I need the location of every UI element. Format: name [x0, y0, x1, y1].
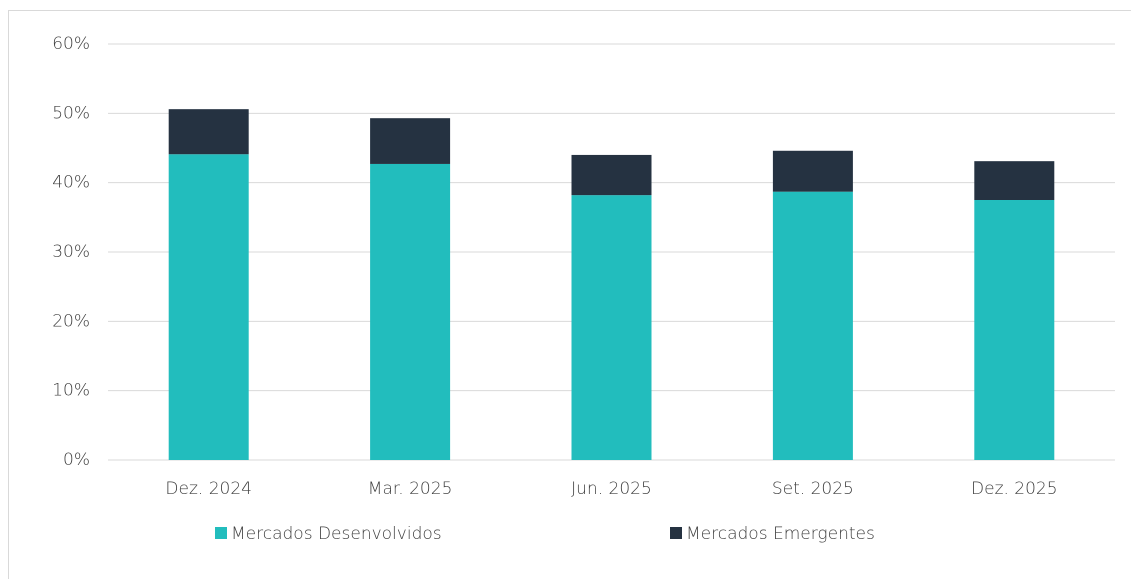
x-tick-label: Dez. 2025	[971, 479, 1058, 499]
x-tick-label: Dez. 2024	[165, 479, 252, 499]
y-tick-label: 40%	[52, 173, 90, 193]
bar-segment	[974, 200, 1055, 460]
bar-segment	[571, 154, 652, 196]
bar-segment	[571, 195, 652, 460]
legend-swatch	[215, 527, 227, 539]
bar-segment	[370, 118, 451, 164]
legend-label: Mercados Emergentes	[686, 524, 875, 544]
legend-swatch	[670, 527, 682, 539]
bar-segment	[168, 109, 249, 155]
y-tick-label: 30%	[52, 242, 90, 262]
bar-segment	[370, 163, 451, 461]
y-tick-label: 50%	[52, 103, 90, 123]
y-tick-label: 20%	[52, 311, 90, 331]
x-tick-label: Set. 2025	[772, 479, 854, 499]
chart-frame	[8, 10, 1131, 579]
y-tick-label: 10%	[52, 381, 90, 401]
bar-segment	[974, 161, 1055, 200]
x-tick-label: Mar. 2025	[368, 479, 453, 499]
bar-segment	[772, 150, 853, 192]
x-tick-label: Jun. 2025	[571, 479, 652, 499]
legend-label: Mercados Desenvolvidos	[231, 524, 442, 544]
y-tick-label: 60%	[52, 34, 90, 54]
y-tick-label: 0%	[63, 450, 90, 470]
bar-segment	[168, 154, 249, 461]
bar-segment	[772, 191, 853, 460]
